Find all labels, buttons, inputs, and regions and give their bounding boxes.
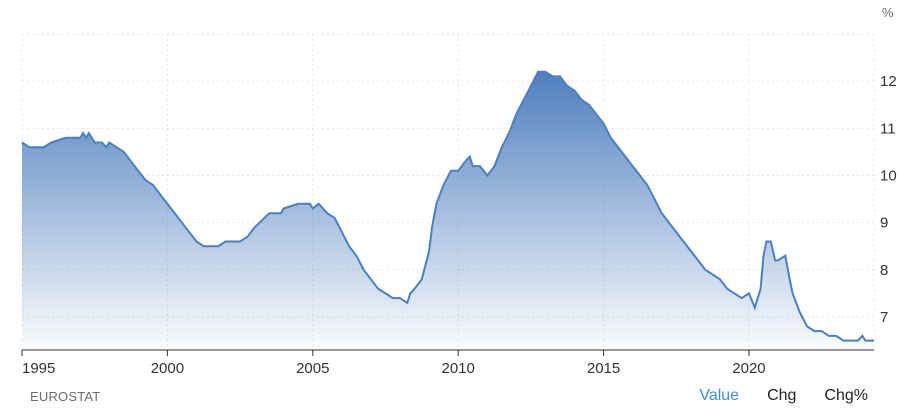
x-tick-label: 2020	[732, 360, 765, 377]
x-tick-label: 2005	[296, 360, 329, 377]
y-tick-label: 12	[880, 73, 897, 90]
x-axis: 1995 2000 2005 2010 2015 2020	[21, 350, 766, 377]
tab-value[interactable]: Value	[699, 387, 740, 404]
chart-footer: EUROSTAT Value Chg Chg%	[0, 385, 900, 411]
tab-chg-percent[interactable]: Chg%	[824, 387, 868, 404]
view-tabs: Value Chg Chg%	[699, 387, 868, 405]
y-axis-unit: %	[882, 5, 894, 20]
x-tick-label: 2000	[151, 360, 184, 377]
x-tick-label: 2015	[587, 360, 620, 377]
y-tick-label: 11	[880, 120, 896, 137]
x-tick-label: 1995	[22, 360, 55, 377]
y-tick-label: 9	[880, 215, 888, 232]
tab-chg[interactable]: Chg	[767, 387, 797, 404]
chart-canvas: 1995 2000 2005 2010 2015 2020 7 8 9 10 11 12 %	[21, 5, 897, 377]
series-area	[22, 71, 874, 350]
y-tick-label: 8	[880, 262, 888, 279]
x-tick-label: 2010	[441, 360, 474, 377]
y-axis: 7 8 9 10 11 12	[880, 73, 897, 326]
y-tick-label: 7	[880, 309, 888, 326]
series-line	[21, 70, 874, 342]
y-tick-label: 10	[880, 167, 897, 184]
source-label: EUROSTAT	[30, 389, 101, 404]
